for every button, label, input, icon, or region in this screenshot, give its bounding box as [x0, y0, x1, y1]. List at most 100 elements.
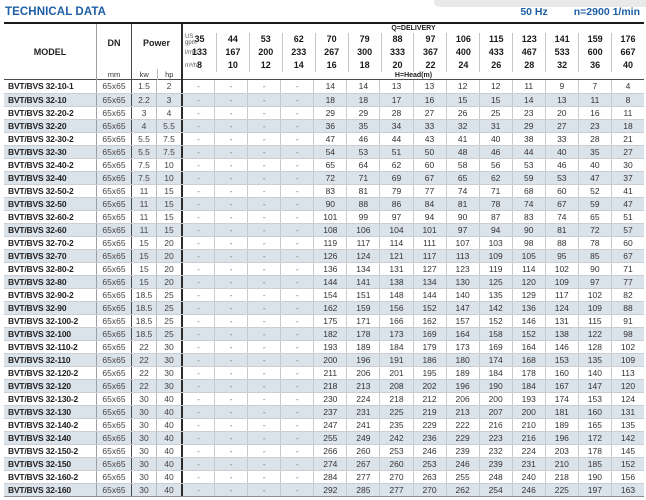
m3h-value: 10: [215, 59, 249, 72]
head-value-cell: -: [280, 198, 313, 210]
head-value-cell: 225: [544, 484, 578, 496]
head-value-cell: 18: [346, 94, 379, 106]
head-value-cell: -: [214, 458, 247, 470]
hp-cell: 25: [156, 289, 181, 301]
kw-cell: 5.5: [131, 133, 156, 145]
table-row: BVT/BVS 32-20 65x65 4 5.5- - - -36 35 34 33 32 31 29…: [4, 119, 644, 132]
head-value-cell: -: [280, 419, 313, 431]
head-value-cell: -: [247, 172, 280, 184]
table-row: BVT/BVS 32-100 65x65 18.5 25- - - -182 178 173 16…: [4, 327, 644, 340]
head-value-cell: 171: [346, 315, 379, 327]
head-value-cell: -: [214, 484, 247, 496]
head-value-cell: 50: [412, 146, 446, 158]
column-header-model: MODEL: [4, 24, 96, 80]
head-value-cell: -: [247, 432, 280, 444]
head-value-cell: 253: [379, 445, 412, 457]
dn-header-label: DN: [107, 38, 121, 48]
head-value-cell: 236: [412, 432, 446, 444]
title-bar: TECHNICAL DATA 50 Hz n=2900 1/min: [5, 6, 640, 18]
head-value-cell: -: [280, 120, 313, 132]
table-row: BVT/BVS 32-90-2 65x65 18.5 25- - - -154 151 148 1…: [4, 288, 644, 301]
head-value-cell: 40: [544, 146, 578, 158]
table-row: BVT/BVS 32-10-1 65x65 1.5 2- - - -14 14 13 13 12 12…: [4, 80, 644, 93]
head-value-cell: -: [181, 250, 214, 262]
m3h-unit-label: m³/h: [185, 62, 197, 69]
hp-cell: 10: [156, 172, 181, 184]
head-value-cell: 14: [313, 80, 346, 93]
table-row: BVT/BVS 32-80 65x65 15 20- - - -144 141 138 134 13…: [4, 275, 644, 288]
head-value-cell: -: [280, 484, 313, 496]
head-value-cell: 152: [511, 328, 545, 340]
gpm-value: 141: [545, 33, 578, 46]
head-value-cell: 147: [445, 302, 479, 314]
model-cell: BVT/BVS 32-30-2: [8, 134, 74, 144]
table-row: BVT/BVS 32-130 65x65 30 40- - - -237 231 225 219 2…: [4, 405, 644, 418]
head-value-cell: 114: [379, 237, 412, 249]
table-row: BVT/BVS 32-60-2 65x65 11 15- - - -101 99 97 94 90 8…: [4, 210, 644, 223]
model-cell: BVT/BVS 32-90: [8, 303, 67, 313]
kw-cell: 15: [131, 263, 156, 275]
head-value-cell: -: [247, 276, 280, 288]
head-value-cell: -: [280, 107, 313, 119]
head-value-cell: -: [214, 211, 247, 223]
head-value-cell: 196: [346, 354, 379, 366]
dn-cell: 65x65: [96, 406, 131, 418]
hp-cell: 5.5: [156, 120, 181, 132]
hp-cell: 30: [156, 354, 181, 366]
kw-cell: 30: [131, 432, 156, 444]
head-value-cell: -: [280, 341, 313, 353]
head-value-cell: 248: [478, 471, 512, 483]
head-value-cell: 15: [478, 94, 512, 106]
head-value-cell: -: [280, 367, 313, 379]
head-value-cell: -: [247, 315, 280, 327]
head-value-cell: 135: [610, 419, 644, 431]
head-value-cell: -: [181, 302, 214, 314]
m3h-value: 28: [512, 59, 545, 72]
head-value-cell: 94: [412, 211, 446, 223]
lmin-value: 233: [281, 46, 315, 59]
head-value-cell: 127: [412, 263, 446, 275]
model-cell: BVT/BVS 32-10: [8, 95, 67, 105]
dn-cell: 65x65: [96, 80, 131, 93]
table-row: BVT/BVS 32-160-2 65x65 30 40- - - -284 277 270 26…: [4, 470, 644, 483]
head-value-cell: -: [181, 289, 214, 301]
dn-cell: 65x65: [96, 263, 131, 275]
head-value-cell: -: [214, 80, 247, 93]
head-value-cell: 79: [379, 185, 412, 197]
head-value-cell: -: [280, 458, 313, 470]
head-value-cell: 67: [544, 198, 578, 210]
head-value-cell: -: [214, 276, 247, 288]
head-value-cell: -: [247, 224, 280, 236]
hp-cell: 20: [156, 237, 181, 249]
table-row: BVT/BVS 32-70-2 65x65 15 20- - - -119 117 114 111…: [4, 236, 644, 249]
model-cell: BVT/BVS 32-80: [8, 277, 67, 287]
table-row: BVT/BVS 32-150-2 65x65 30 40- - - -266 260 253 24…: [4, 444, 644, 457]
head-value-cell: -: [214, 120, 247, 132]
head-value-cell: 130: [445, 276, 479, 288]
head-value-cell: 60: [544, 185, 578, 197]
head-value-cell: 196: [445, 380, 479, 392]
head-value-cell: 125: [478, 276, 512, 288]
dn-cell: 65x65: [96, 237, 131, 249]
kw-cell: 30: [131, 393, 156, 405]
column-header-power: Power kw hp: [131, 24, 181, 80]
kw-cell: 3: [131, 107, 156, 119]
head-value-cell: -: [280, 328, 313, 340]
title-right-group: 50 Hz n=2900 1/min: [520, 6, 640, 18]
head-value-cell: 207: [478, 406, 512, 418]
head-value-cell: 67: [610, 250, 644, 262]
kw-cell: 11: [131, 224, 156, 236]
head-value-cell: -: [214, 94, 247, 106]
head-value-cell: 122: [577, 328, 611, 340]
head-value-cell: -: [280, 302, 313, 314]
dn-cell: 65x65: [96, 172, 131, 184]
head-value-cell: 53: [346, 146, 379, 158]
model-cell: BVT/BVS 32-130: [8, 407, 71, 417]
head-value-cell: -: [214, 445, 247, 457]
head-value-cell: 72: [313, 172, 346, 184]
lmin-value: 600: [578, 46, 611, 59]
gpm-value: 88: [380, 33, 414, 46]
head-value-cell: 15: [445, 94, 479, 106]
head-value-cell: 78: [478, 198, 512, 210]
head-value-cell: 59: [511, 172, 545, 184]
